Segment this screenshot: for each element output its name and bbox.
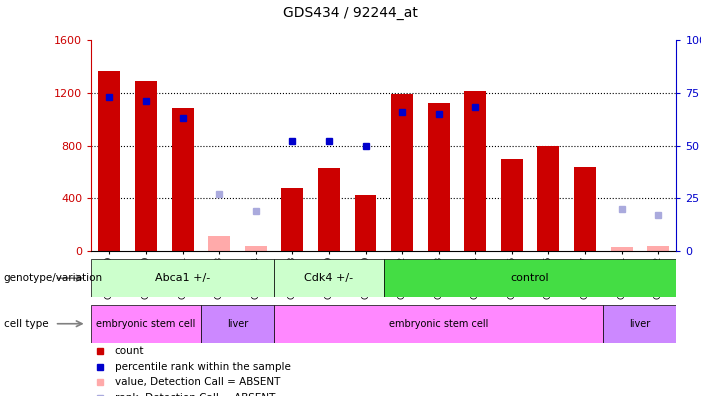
Text: liver: liver [227, 319, 248, 329]
Bar [574, 167, 596, 251]
Bar [245, 246, 266, 251]
Bar [501, 159, 523, 251]
Text: embryonic stem cell: embryonic stem cell [389, 319, 489, 329]
Bar [604, 305, 676, 343]
Bar [274, 305, 604, 343]
Text: cell type: cell type [4, 319, 48, 329]
Bar [91, 259, 274, 297]
Text: control: control [511, 273, 550, 283]
Bar [318, 168, 340, 251]
Text: GDS434 / 92244_at: GDS434 / 92244_at [283, 6, 418, 20]
Text: value, Detection Call = ABSENT: value, Detection Call = ABSENT [114, 377, 280, 387]
Bar [355, 194, 376, 251]
Bar [172, 109, 193, 251]
Text: embryonic stem cell: embryonic stem cell [96, 319, 196, 329]
Bar [201, 305, 274, 343]
Text: Cdk4 +/-: Cdk4 +/- [304, 273, 353, 283]
Bar [274, 259, 384, 297]
Bar [384, 259, 676, 297]
Bar [391, 94, 413, 251]
Bar [428, 103, 449, 251]
Text: count: count [114, 346, 144, 356]
Bar [98, 71, 121, 251]
Text: genotype/variation: genotype/variation [4, 273, 102, 283]
Bar [464, 91, 486, 251]
Bar [538, 145, 559, 251]
Text: percentile rank within the sample: percentile rank within the sample [114, 362, 290, 372]
Text: Abca1 +/-: Abca1 +/- [155, 273, 210, 283]
Text: liver: liver [629, 319, 651, 329]
Bar [281, 188, 304, 251]
Bar [135, 81, 157, 251]
Text: rank, Detection Call = ABSENT: rank, Detection Call = ABSENT [114, 392, 275, 396]
Bar [208, 236, 230, 251]
Bar [647, 246, 669, 251]
Bar [611, 248, 632, 251]
Bar [91, 305, 201, 343]
